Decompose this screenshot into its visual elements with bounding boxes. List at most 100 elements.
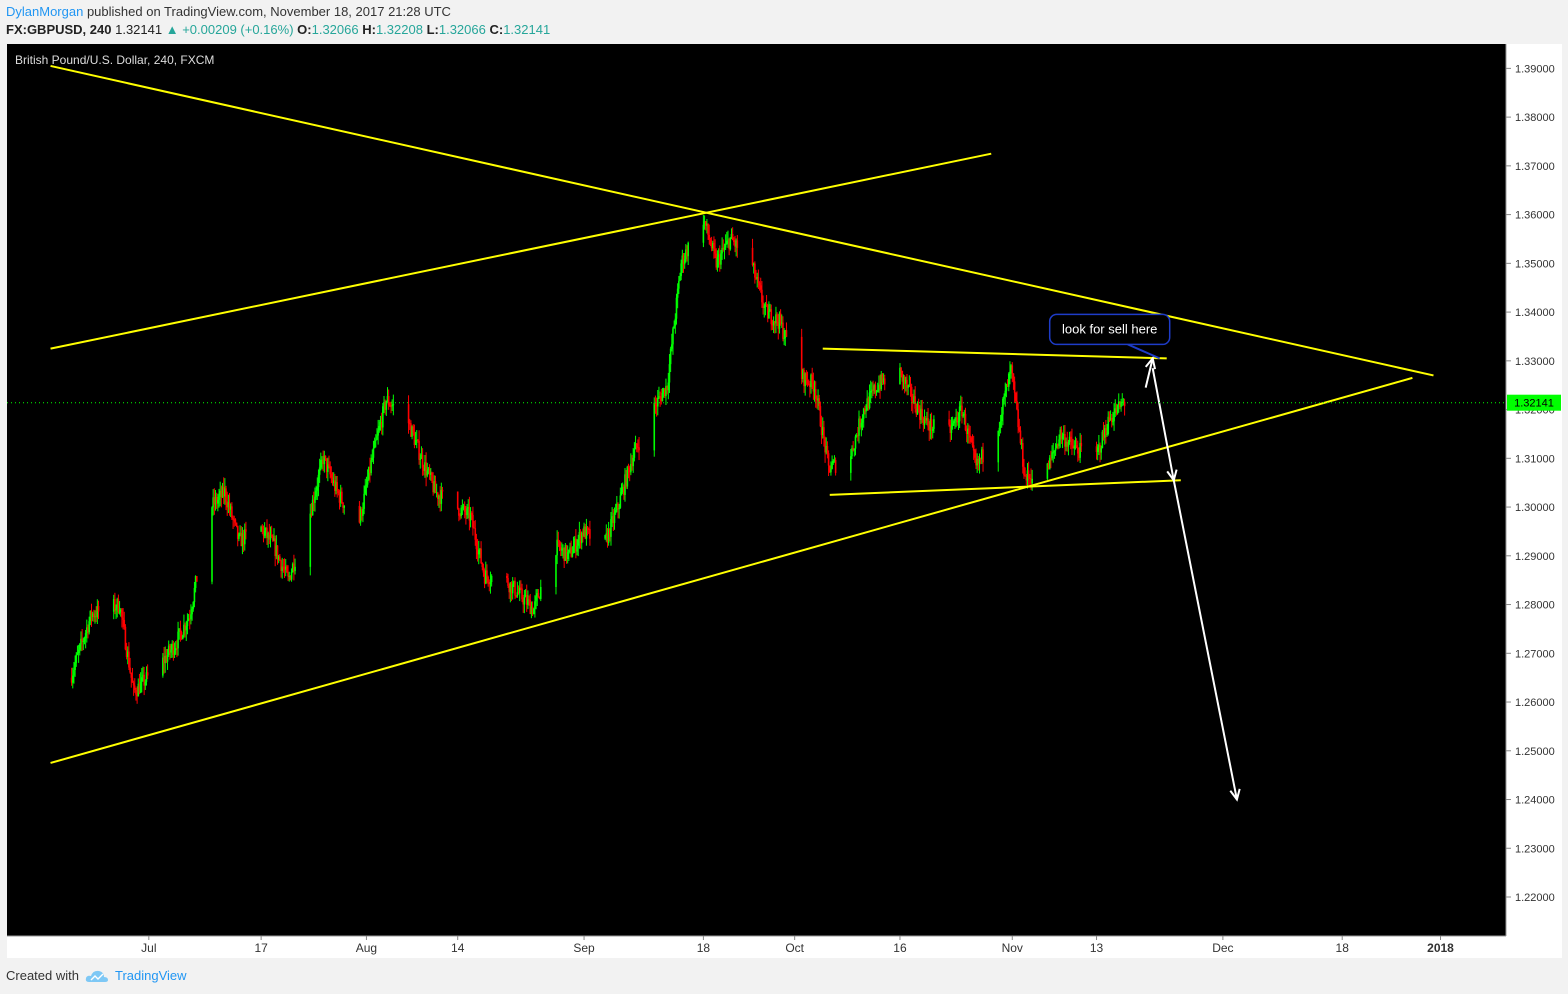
candle-body xyxy=(231,506,233,518)
candle-body xyxy=(970,437,973,442)
candle-body xyxy=(439,495,441,504)
candle-body xyxy=(218,495,220,500)
open-value: 1.32066 xyxy=(311,22,359,37)
candle-body xyxy=(965,430,968,434)
candle-body xyxy=(901,370,904,382)
x-tick-label: Dec xyxy=(1212,941,1233,955)
candle-body xyxy=(508,585,510,593)
candle-body xyxy=(927,418,929,427)
candle-body xyxy=(437,492,439,499)
candle-body xyxy=(558,540,561,548)
candle-body xyxy=(915,408,918,415)
candle-body xyxy=(369,466,371,473)
plot-area[interactable] xyxy=(7,44,1506,936)
candle-body xyxy=(143,674,145,686)
candle-body xyxy=(178,628,181,632)
candle-body xyxy=(389,405,391,407)
candle-body xyxy=(537,593,540,598)
candle-body xyxy=(685,249,687,260)
candle-body xyxy=(468,507,471,521)
tradingview-link[interactable]: TradingView xyxy=(114,968,187,983)
candle-body xyxy=(956,417,959,423)
candle-body xyxy=(1022,443,1024,467)
trend-line xyxy=(829,479,1181,496)
price-axis[interactable] xyxy=(1506,44,1562,936)
candle-body xyxy=(163,657,165,664)
candle-body xyxy=(880,374,883,390)
candle-body xyxy=(982,449,984,463)
candle-body xyxy=(1025,475,1028,481)
candle-body xyxy=(1053,450,1056,453)
candle-body xyxy=(433,481,436,493)
candle-body xyxy=(769,309,771,312)
candle-body xyxy=(828,465,831,473)
candle-body xyxy=(1079,442,1081,458)
candle-body xyxy=(240,532,243,547)
candle-body xyxy=(384,402,386,410)
candle-body xyxy=(969,435,971,438)
candle-body xyxy=(411,426,413,437)
candle-body xyxy=(768,311,770,319)
candle-body xyxy=(976,459,978,466)
candle-body xyxy=(666,386,668,391)
candle-body xyxy=(816,398,818,401)
candle-body xyxy=(921,408,923,420)
candle-body xyxy=(87,627,89,633)
candle-body xyxy=(625,474,627,487)
low-value: 1.32066 xyxy=(438,22,486,37)
candle-body xyxy=(1026,470,1029,481)
candle-body xyxy=(706,223,708,226)
candle-body xyxy=(804,373,806,387)
candle-body xyxy=(407,404,410,424)
candle-body xyxy=(275,545,278,557)
candle-body xyxy=(568,549,570,553)
candle-body xyxy=(817,398,819,401)
candle-body xyxy=(96,606,99,618)
candle-body xyxy=(518,587,521,594)
y-tick-label: 1.29000 xyxy=(1515,551,1555,563)
candle-body xyxy=(532,608,535,615)
candle-body xyxy=(687,242,689,257)
candle-body xyxy=(316,486,319,491)
candle-body xyxy=(716,257,719,268)
candle-body xyxy=(324,455,327,459)
candle-body xyxy=(516,592,519,597)
candle-body xyxy=(867,398,870,409)
candle-body xyxy=(977,459,980,464)
candle-body xyxy=(290,572,293,580)
candle-body xyxy=(1115,408,1118,414)
y-tick-label: 1.38000 xyxy=(1515,112,1555,124)
candle-body xyxy=(751,247,754,266)
candle-body xyxy=(1029,478,1031,480)
candle-body xyxy=(482,567,485,573)
x-tick-label: Aug xyxy=(356,941,377,955)
candle-body xyxy=(318,467,321,475)
candle-body xyxy=(776,314,778,323)
candle-body xyxy=(138,683,141,693)
candle-body xyxy=(573,538,576,547)
candle-body xyxy=(477,550,480,555)
candle-body xyxy=(123,619,126,627)
author-link[interactable]: DylanMorgan xyxy=(6,4,84,19)
candle-body xyxy=(188,618,191,620)
axis-corner xyxy=(1506,936,1562,958)
candle-body xyxy=(612,516,615,523)
trend-line xyxy=(50,152,992,350)
candle-body xyxy=(635,443,638,448)
candle-body xyxy=(233,519,236,521)
candle-body xyxy=(390,406,392,408)
candle-body xyxy=(531,606,534,615)
candle-body xyxy=(606,533,609,543)
candle-body xyxy=(621,486,624,492)
candle-body xyxy=(435,492,438,494)
candle-body xyxy=(461,507,464,509)
created-with-text: Created with xyxy=(6,968,79,983)
candle-body xyxy=(916,404,919,415)
ohlc-bar: FX:GBPUSD, 240 1.32141 ▲ +0.00209 (+0.16… xyxy=(6,22,550,37)
candle-body xyxy=(961,405,963,417)
time-axis[interactable] xyxy=(7,936,1506,958)
candle-body xyxy=(771,324,774,326)
candle-body xyxy=(215,497,218,504)
candle-body xyxy=(376,435,378,440)
